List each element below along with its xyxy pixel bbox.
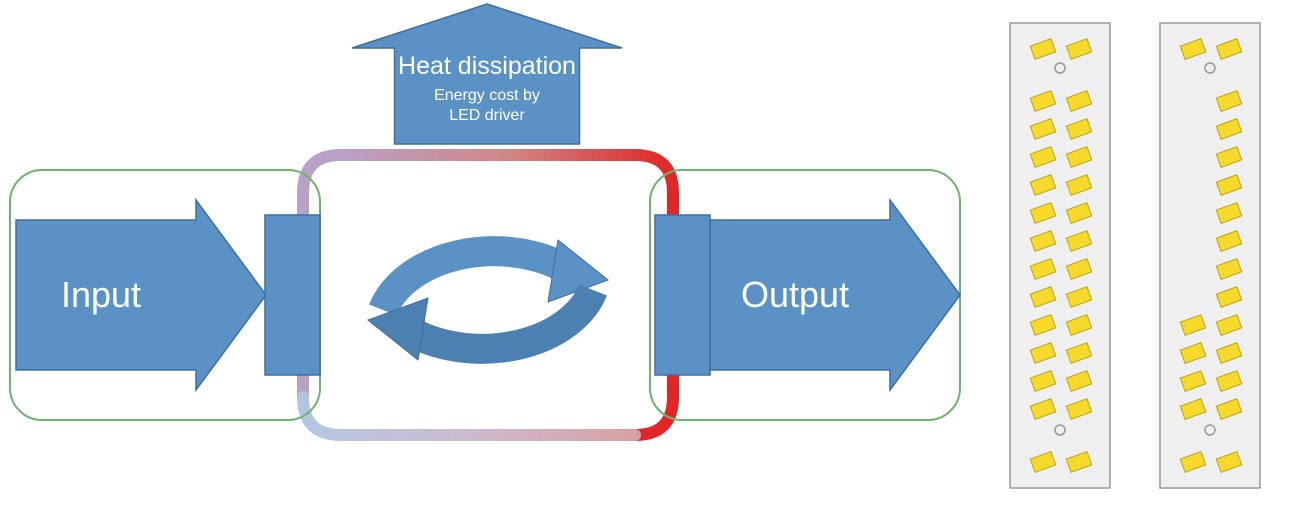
rect-right <box>655 215 710 375</box>
rect-left <box>265 215 320 375</box>
output-label: Output <box>741 274 849 315</box>
diagram-canvas: Input Output Heat dissipation Energy cost b… <box>0 0 1309 506</box>
loop-bottom <box>303 397 635 435</box>
led-board-2 <box>1160 23 1260 488</box>
cycle-arc-top <box>383 251 568 310</box>
heat-label: Heat dissipation <box>398 52 576 80</box>
loop-top <box>341 155 673 193</box>
cycle-arc-bottom <box>408 290 593 349</box>
input-label: Input <box>61 274 141 315</box>
led-board-1 <box>1010 23 1110 488</box>
heat-sub1: Energy cost by <box>434 87 540 104</box>
heat-sub2: LED driver <box>449 107 525 124</box>
